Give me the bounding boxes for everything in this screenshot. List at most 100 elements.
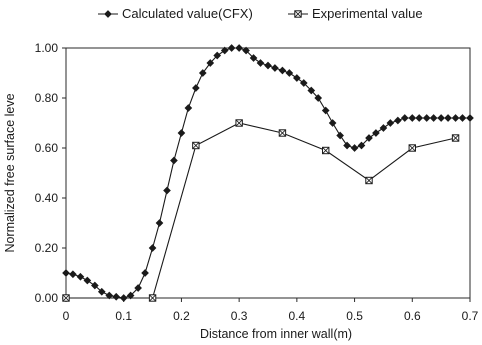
data-point-diamond <box>350 144 359 152</box>
x-tick-label: 0.4 <box>289 309 306 323</box>
y-axis-title: Normalized free surface leve <box>3 93 17 252</box>
data-point-diamond <box>62 269 70 277</box>
square-marker-cross <box>149 294 157 302</box>
data-point-diamond <box>357 141 366 150</box>
legend-label: Calculated value(CFX) <box>122 6 253 21</box>
legend-item: Calculated value(CFX) <box>98 6 253 21</box>
plot-frame <box>65 47 471 299</box>
data-point-square <box>408 144 416 152</box>
series-line <box>66 122 456 299</box>
data-point-diamond <box>134 284 142 292</box>
data-point-diamond <box>141 269 149 277</box>
data-point-diamond <box>271 64 279 72</box>
data-point-diamond <box>170 156 178 165</box>
data-point-diamond <box>429 114 438 122</box>
data-point-diamond <box>451 114 460 122</box>
data-point-diamond <box>408 114 417 122</box>
data-point-diamond <box>437 114 445 122</box>
y-tick-label: 0.80 <box>35 91 59 105</box>
data-point-diamond <box>227 44 236 52</box>
data-point-diamond <box>192 84 200 92</box>
data-point-diamond <box>458 114 467 122</box>
x-axis-title: Distance from inner wall(m) <box>200 327 352 341</box>
data-point-diamond <box>264 61 272 70</box>
data-point-square <box>294 10 302 18</box>
data-point-diamond <box>336 131 344 140</box>
data-point-square <box>322 146 330 155</box>
series-experimental <box>62 119 460 302</box>
data-point-diamond <box>394 116 402 125</box>
legend: Calculated value(CFX) Experimental value <box>98 6 423 21</box>
data-point-diamond <box>235 44 243 52</box>
data-point-diamond <box>104 10 112 18</box>
data-point-diamond <box>91 281 99 290</box>
square-marker-cross <box>408 144 416 152</box>
data-point-diamond <box>293 74 301 82</box>
x-tick-label: 0.3 <box>231 309 248 323</box>
x-tick-label: 0.2 <box>173 309 190 323</box>
data-point-diamond <box>249 54 258 62</box>
data-point-diamond <box>379 124 388 132</box>
data-point-diamond <box>177 129 186 137</box>
square-marker-cross <box>294 10 302 18</box>
square-marker-cross <box>278 129 286 137</box>
data-point-square <box>365 176 373 185</box>
data-point-diamond <box>206 59 215 67</box>
legend-label: Experimental value <box>312 6 423 21</box>
square-marker-cross <box>235 119 243 127</box>
data-point-diamond <box>126 291 135 300</box>
x-tick-label: 0.1 <box>115 309 132 323</box>
data-point-diamond <box>307 86 316 95</box>
data-point-diamond <box>213 51 222 60</box>
y-tick-label: 1.00 <box>35 41 59 55</box>
data-point-diamond <box>76 272 85 281</box>
data-point-diamond <box>400 114 409 122</box>
x-tick-label: 0 <box>63 309 70 323</box>
data-point-diamond <box>155 219 164 227</box>
data-point-diamond <box>148 244 157 252</box>
series-calculated <box>62 44 474 302</box>
data-point-square <box>235 119 243 127</box>
data-point-square <box>148 294 157 302</box>
data-point-diamond <box>372 129 380 137</box>
data-point-diamond <box>422 114 431 122</box>
square-marker-cross <box>192 142 200 149</box>
data-point-diamond <box>112 292 121 301</box>
data-point-diamond <box>105 291 114 300</box>
square-marker-cross <box>452 134 460 142</box>
legend-item: Experimental value <box>288 6 423 21</box>
data-point-square <box>192 141 200 150</box>
data-point-diamond <box>343 141 351 150</box>
y-tick-label: 0.00 <box>35 291 59 305</box>
data-point-square <box>62 294 70 302</box>
data-point-diamond <box>198 69 207 77</box>
data-point-diamond <box>314 94 323 102</box>
y-tick-label: 0.40 <box>35 191 59 205</box>
data-point-diamond <box>299 79 308 87</box>
axis-labels: 0.00 0.20 0.40 0.60 0.80 1.00 0 0.1 0.2 0.3 0.4 0.5… <box>3 41 479 341</box>
data-point-diamond <box>365 134 373 142</box>
x-tick-label: 0.5 <box>346 309 363 323</box>
data-point-diamond <box>69 270 77 279</box>
data-point-square <box>278 129 287 137</box>
data-point-diamond <box>285 69 294 77</box>
data-point-diamond <box>220 46 229 55</box>
data-point-diamond <box>97 287 106 296</box>
data-point-diamond <box>466 114 474 122</box>
data-point-diamond <box>328 119 337 127</box>
square-marker-cross <box>62 294 70 302</box>
data-point-diamond <box>386 119 395 127</box>
data-point-diamond <box>83 276 92 285</box>
data-point-diamond <box>242 46 250 55</box>
data-point-square <box>451 134 460 142</box>
data-point-diamond <box>278 66 287 75</box>
square-marker-cross <box>322 147 330 154</box>
x-tick-label: 0.7 <box>462 309 479 323</box>
axes <box>62 47 471 302</box>
series-layer <box>62 44 474 302</box>
series-line <box>65 47 470 299</box>
data-point-diamond <box>163 186 171 195</box>
data-point-diamond <box>256 59 265 67</box>
